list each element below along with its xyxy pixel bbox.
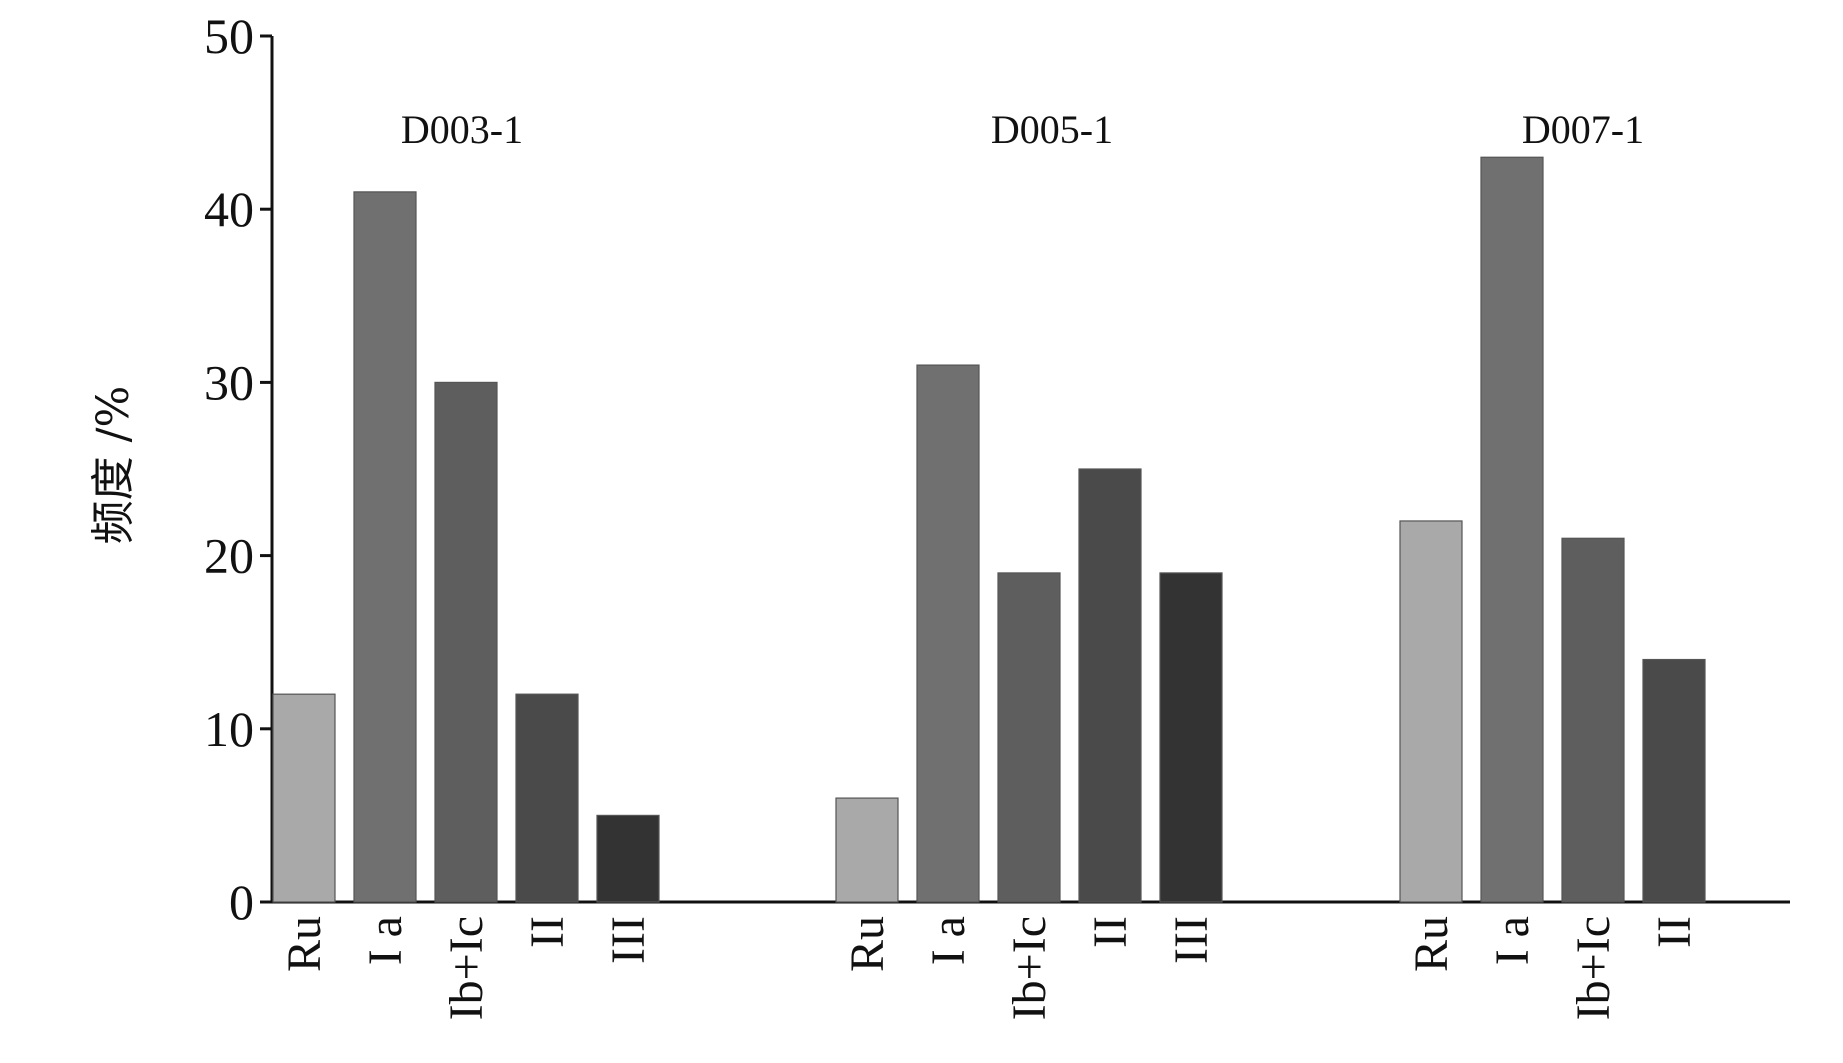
bar	[1561, 537, 1625, 903]
bar	[1399, 520, 1463, 903]
bar	[916, 364, 980, 903]
category-label: Ru	[1405, 916, 1458, 972]
bar	[515, 693, 579, 903]
bars	[272, 156, 1706, 903]
bar	[1078, 468, 1142, 903]
category-label: Ib+Ic	[1567, 916, 1620, 1020]
category-label: II	[521, 916, 574, 948]
bar	[272, 693, 336, 903]
category-label: I a	[1486, 916, 1539, 965]
y-tick-label: 40	[204, 181, 254, 237]
category-label: II	[1084, 916, 1137, 948]
y-tick-label: 20	[204, 528, 254, 584]
category-label: II	[1648, 916, 1701, 948]
category-label: I a	[359, 916, 412, 965]
group-label: D003-1	[401, 107, 523, 152]
y-axis-title: 频度 /%	[88, 386, 139, 545]
y-tick-label: 10	[204, 701, 254, 757]
bar	[997, 572, 1061, 903]
group-label: D005-1	[991, 107, 1113, 152]
bar	[596, 814, 660, 903]
y-tick-label: 30	[204, 354, 254, 410]
category-label: Ib+Ic	[440, 916, 493, 1020]
category-label: III	[602, 916, 655, 964]
bar	[1642, 658, 1706, 903]
category-label: I a	[922, 916, 975, 965]
category-label: Ru	[278, 916, 331, 972]
y-axis: 0 10 20 30 40 50	[204, 8, 274, 930]
category-label: Ru	[841, 916, 894, 972]
bar	[1480, 156, 1544, 903]
category-label: III	[1165, 916, 1218, 964]
bar	[1159, 572, 1223, 903]
bar	[835, 797, 899, 903]
group-label: D007-1	[1522, 107, 1644, 152]
bar	[434, 381, 498, 903]
y-tick-label: 50	[204, 8, 254, 64]
category-label: Ib+Ic	[1003, 916, 1056, 1020]
y-tick-label: 0	[229, 874, 254, 930]
bar	[353, 191, 417, 903]
